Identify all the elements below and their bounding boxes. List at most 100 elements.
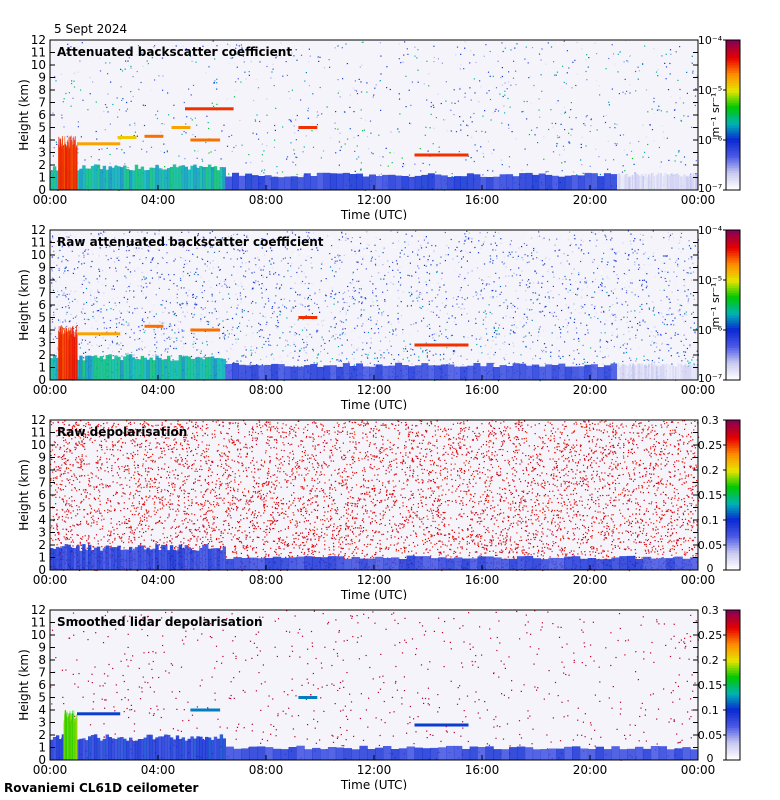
field-pixel <box>499 285 501 288</box>
field-pixel <box>316 347 318 349</box>
boundary-layer-2 <box>688 175 691 190</box>
field-pixel <box>658 272 660 274</box>
field-pixel <box>120 342 122 344</box>
field-pixel <box>466 124 468 126</box>
field-pixel <box>631 157 634 160</box>
field-pixel <box>663 289 665 291</box>
field-pixel <box>251 288 253 290</box>
field-pixel <box>189 298 191 300</box>
field-pixel <box>434 297 437 299</box>
field-pixel <box>297 294 299 296</box>
field-pixel <box>107 73 109 75</box>
field-pixel <box>463 308 465 310</box>
field-pixel <box>570 128 572 130</box>
field-pixel <box>263 238 265 240</box>
field-pixel <box>368 351 370 353</box>
field-pixel <box>617 348 619 350</box>
field-pixel <box>368 244 370 246</box>
field-pixel <box>638 347 640 349</box>
field-pixel <box>217 266 220 268</box>
field-pixel <box>334 261 336 264</box>
field-pixel <box>417 49 419 51</box>
field-pixel <box>195 357 197 359</box>
field-pixel <box>471 270 473 272</box>
field-pixel <box>335 111 337 113</box>
field-pixel <box>574 318 576 320</box>
field-pixel <box>183 242 185 244</box>
field-pixel <box>181 231 183 233</box>
field-pixel <box>564 112 566 114</box>
field-pixel <box>200 318 202 320</box>
field-pixel <box>103 292 105 294</box>
field-pixel <box>319 311 321 313</box>
field-pixel <box>395 328 397 330</box>
field-pixel <box>562 326 564 328</box>
field-pixel <box>124 163 126 165</box>
field-pixel <box>239 286 241 288</box>
field-pixel <box>360 242 362 245</box>
field-pixel <box>555 74 557 76</box>
field-pixel <box>630 150 633 152</box>
field-pixel <box>80 233 82 235</box>
field-pixel <box>364 353 366 355</box>
field-pixel <box>370 319 372 321</box>
field-pixel <box>571 128 573 130</box>
field-pixel <box>55 280 57 282</box>
field-pixel <box>662 359 664 361</box>
field-pixel <box>269 247 272 249</box>
field-pixel <box>228 297 231 299</box>
field-pixel <box>488 90 490 92</box>
field-pixel <box>263 150 265 152</box>
field-pixel <box>149 282 151 284</box>
field-pixel <box>369 316 372 318</box>
field-pixel <box>245 162 247 164</box>
field-pixel <box>266 233 268 235</box>
field-pixel <box>130 240 132 243</box>
field-pixel <box>357 135 359 137</box>
field-pixel <box>571 96 573 98</box>
field-pixel <box>290 275 292 278</box>
field-pixel <box>446 321 448 323</box>
boundary-layer-1 <box>532 174 540 190</box>
field-pixel <box>583 358 585 360</box>
field-pixel <box>557 137 559 139</box>
field-pixel <box>206 265 208 267</box>
field-pixel <box>687 282 689 284</box>
field-pixel <box>81 312 83 314</box>
field-pixel <box>85 301 88 304</box>
field-pixel <box>566 50 568 52</box>
field-pixel <box>498 277 500 279</box>
panel-title: Attenuated backscatter coefficient <box>57 45 292 59</box>
field-pixel <box>337 337 339 339</box>
field-pixel <box>243 275 245 277</box>
field-pixel <box>318 307 320 309</box>
field-pixel <box>555 315 557 317</box>
field-pixel <box>59 329 61 331</box>
field-pixel <box>276 172 278 174</box>
field-pixel <box>684 358 687 360</box>
field-pixel <box>286 243 288 245</box>
field-pixel <box>177 320 179 322</box>
field-pixel <box>580 280 582 282</box>
field-pixel <box>507 124 510 126</box>
colorbar-swatch <box>726 162 740 166</box>
field-pixel <box>83 262 85 264</box>
field-pixel <box>543 100 545 102</box>
field-pixel <box>614 319 616 321</box>
field-pixel <box>360 91 363 93</box>
field-pixel <box>633 163 635 165</box>
field-pixel <box>292 357 294 359</box>
field-pixel <box>402 358 404 360</box>
field-pixel <box>634 250 636 252</box>
field-pixel <box>116 148 118 150</box>
field-pixel <box>52 278 54 280</box>
field-pixel <box>328 340 330 342</box>
field-pixel <box>673 109 676 111</box>
field-pixel <box>57 304 59 306</box>
field-pixel <box>395 260 398 262</box>
field-pixel <box>184 315 186 317</box>
field-pixel <box>367 334 370 336</box>
field-pixel <box>637 323 639 325</box>
field-pixel <box>240 257 242 259</box>
field-pixel <box>401 249 403 251</box>
